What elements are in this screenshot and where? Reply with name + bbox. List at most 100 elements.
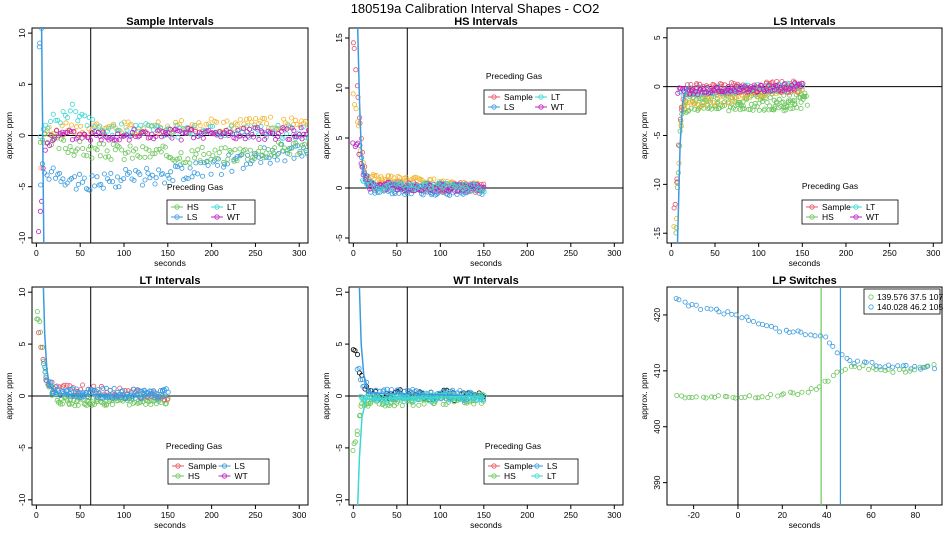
data-point (379, 176, 385, 182)
data-point (172, 163, 178, 169)
data-point (210, 153, 216, 159)
data-point (726, 108, 732, 114)
data-point (153, 133, 159, 139)
data-point (63, 120, 69, 126)
data-point (74, 146, 80, 152)
data-point (686, 99, 692, 105)
x-tick-label: 80 (911, 510, 921, 520)
data-point (428, 177, 434, 183)
data-point (95, 387, 101, 393)
data-point (79, 135, 85, 141)
data-point (229, 168, 235, 174)
plot-area (32, 28, 308, 243)
data-point (155, 392, 161, 398)
data-point (161, 397, 167, 403)
data-point (354, 352, 360, 358)
data-point (125, 388, 131, 394)
y-axis-label: approx. ppm (639, 372, 649, 419)
data-point (38, 182, 44, 188)
data-point (795, 328, 801, 334)
data-point (218, 145, 224, 151)
data-point (243, 124, 249, 130)
legend-title: Preceding Gas (166, 441, 222, 451)
data-point (435, 188, 441, 194)
legend-swatch-point (534, 473, 540, 479)
data-point (242, 147, 248, 153)
data-point (46, 124, 52, 130)
data-point (403, 185, 409, 191)
data-point (765, 395, 771, 401)
data-point (799, 389, 805, 395)
data-point (195, 147, 201, 153)
legend-label: HS (188, 471, 200, 481)
x-tick-label: 200 (520, 248, 534, 258)
data-point (116, 144, 122, 150)
data-point (140, 129, 146, 135)
series-sample (350, 40, 487, 195)
data-point (142, 154, 148, 160)
data-point (97, 123, 103, 129)
data-point (725, 84, 731, 90)
legend-label: WT (227, 212, 240, 222)
data-point (208, 116, 214, 122)
data-point (693, 394, 699, 400)
data-point (166, 175, 172, 181)
data-point (221, 159, 227, 165)
y-tick-label: 5 (334, 135, 344, 140)
data-point (275, 122, 281, 128)
data-point (698, 306, 704, 312)
data-point (106, 154, 112, 160)
data-point (237, 133, 243, 139)
data-point (275, 133, 281, 139)
y-tick-label: -15 (652, 227, 662, 240)
data-point (240, 125, 246, 131)
legend-swatch-point (853, 214, 859, 220)
data-point (59, 129, 65, 135)
data-point (64, 382, 70, 388)
data-point (746, 317, 752, 323)
data-point (100, 129, 106, 135)
data-point (80, 145, 86, 151)
x-tick-label: 0 (351, 248, 356, 258)
data-point (110, 179, 116, 185)
data-point (289, 115, 295, 121)
data-point (725, 309, 731, 315)
chart-panel-3: LS Intervals 0 50 100 150 200 250 300 -15 -10 -5 0 5… (639, 16, 943, 268)
data-point (245, 152, 251, 158)
data-point (912, 367, 918, 373)
data-point (755, 94, 761, 100)
data-point (720, 100, 726, 106)
fit-line (42, 287, 168, 397)
x-axis-label: seconds (470, 520, 502, 530)
data-point (197, 158, 203, 164)
data-point (301, 141, 307, 147)
data-point (198, 160, 204, 166)
plot-frame (348, 27, 624, 244)
data-point (282, 158, 288, 164)
data-point (350, 447, 356, 453)
data-point (270, 150, 276, 156)
data-point (110, 134, 116, 140)
data-point (447, 192, 453, 198)
legend: Preceding Gas Sample LT HS WT (801, 181, 899, 225)
data-point (198, 132, 204, 138)
data-point (470, 181, 476, 187)
data-point (412, 174, 418, 180)
legend-label: WT (235, 471, 248, 481)
data-point (273, 136, 279, 142)
data-point (682, 395, 688, 401)
data-point (234, 158, 240, 164)
data-point (160, 143, 166, 149)
data-point (773, 99, 779, 105)
data-point (59, 401, 65, 407)
data-point (924, 363, 930, 369)
data-point (259, 129, 265, 135)
data-point (407, 388, 413, 394)
data-point (816, 384, 822, 390)
data-point (777, 329, 783, 335)
data-point (53, 175, 59, 181)
data-point (47, 143, 53, 149)
data-point (65, 387, 71, 393)
data-point (785, 98, 791, 104)
data-point (903, 369, 909, 375)
